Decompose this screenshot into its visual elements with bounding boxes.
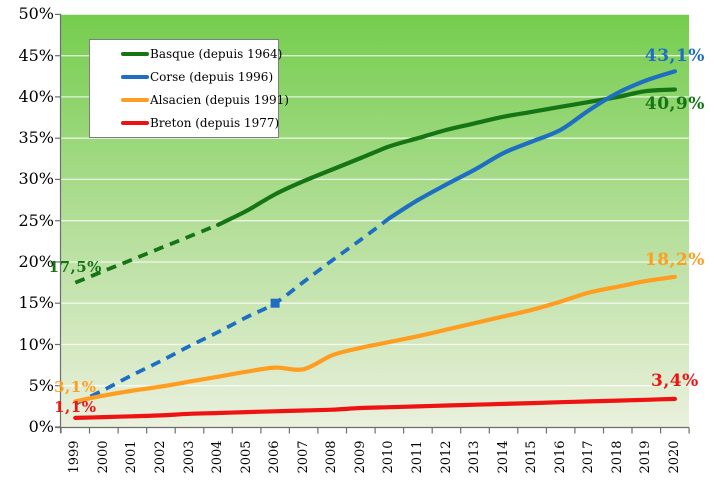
y-axis-tick-label: 0%	[28, 417, 54, 436]
y-axis-tick-label: 10%	[18, 334, 54, 354]
value-label-431: 43,1%	[644, 46, 705, 67]
series-line-basque	[216, 87, 677, 227]
value-label-31: 3,1%	[54, 378, 97, 397]
x-axis-tick-label: 2016	[552, 440, 568, 474]
legend-line-swatch-icon	[121, 75, 149, 80]
legend-line-swatch-icon	[121, 52, 149, 57]
series-line-corse	[387, 69, 677, 221]
value-label-409: 40,9%	[644, 93, 705, 114]
series-line-corse-marker	[270, 298, 280, 308]
legend: Basque (depuis 1964) Corse (depuis 1996) A…	[89, 39, 289, 138]
x-axis-tick-label: 2011	[409, 440, 425, 474]
x-axis-tick-label: 2018	[609, 440, 625, 474]
legend-item: Breton (depuis 1977)	[90, 112, 280, 134]
x-axis-tick-label: 2015	[524, 440, 540, 474]
value-label-11: 1,1%	[54, 397, 97, 416]
value-label-175: 17,5%	[48, 257, 102, 276]
x-axis-tick-label: 1999	[67, 440, 83, 474]
series-line-basque-dashed	[74, 223, 219, 285]
x-axis-tick-label: 2019	[638, 440, 654, 474]
legend-label: Alsacien (depuis 1991)	[150, 92, 289, 107]
series-line-breton	[73, 396, 677, 420]
legend-item: Basque (depuis 1964)	[90, 43, 282, 65]
x-axis-tick-label: 2017	[581, 440, 597, 474]
x-axis-tick-label: 2010	[381, 440, 397, 474]
x-axis-tick-label: 2003	[181, 440, 197, 474]
y-axis-tick-label: 30%	[18, 169, 54, 189]
y-axis-tick-label: 15%	[18, 293, 54, 313]
x-axis-tick-label: 2020	[666, 440, 682, 474]
x-axis-tick-label: 2000	[95, 440, 111, 474]
y-axis-tick-label: 40%	[18, 86, 54, 106]
legend-line-swatch-icon	[121, 97, 149, 102]
series-line-corse-dashed	[74, 216, 391, 406]
legend-line-swatch-icon	[121, 120, 149, 125]
y-axis-tick-label: 50%	[18, 4, 54, 24]
legend-label: Corse (depuis 1996)	[150, 70, 274, 85]
y-axis-tick-label: 25%	[18, 210, 54, 230]
x-axis-tick-label: 2005	[238, 440, 254, 474]
x-axis-tick-label: 2006	[267, 440, 283, 474]
value-label-182: 18,2%	[644, 249, 705, 270]
x-axis-tick-label: 2001	[124, 440, 140, 474]
value-label-34: 3,4%	[651, 370, 699, 391]
series-line-alsacien	[73, 274, 677, 404]
x-axis-tick-label: 2013	[467, 440, 482, 474]
x-axis-tick-label: 2012	[438, 440, 454, 474]
y-axis-tick-label: 45%	[18, 45, 54, 65]
legend-label: Breton (depuis 1977)	[150, 115, 280, 130]
y-axis-tick-label: 20%	[18, 252, 54, 271]
y-axis-tick-label: 5%	[28, 375, 54, 395]
legend-label: Basque (depuis 1964)	[150, 47, 283, 62]
legend-item: Corse (depuis 1996)	[90, 66, 278, 88]
x-axis-tick-label: 2008	[324, 440, 340, 474]
x-axis-tick-label: 2009	[352, 440, 368, 474]
x-axis-tick-label: 2007	[295, 440, 311, 474]
legend-item: Alsacien (depuis 1991)	[90, 89, 289, 111]
x-axis-tick-label: 2004	[210, 440, 226, 474]
x-axis-tick-label: 2014	[495, 440, 511, 474]
y-axis-tick-label: 35%	[18, 128, 54, 148]
x-axis-tick-label: 2002	[152, 440, 168, 474]
